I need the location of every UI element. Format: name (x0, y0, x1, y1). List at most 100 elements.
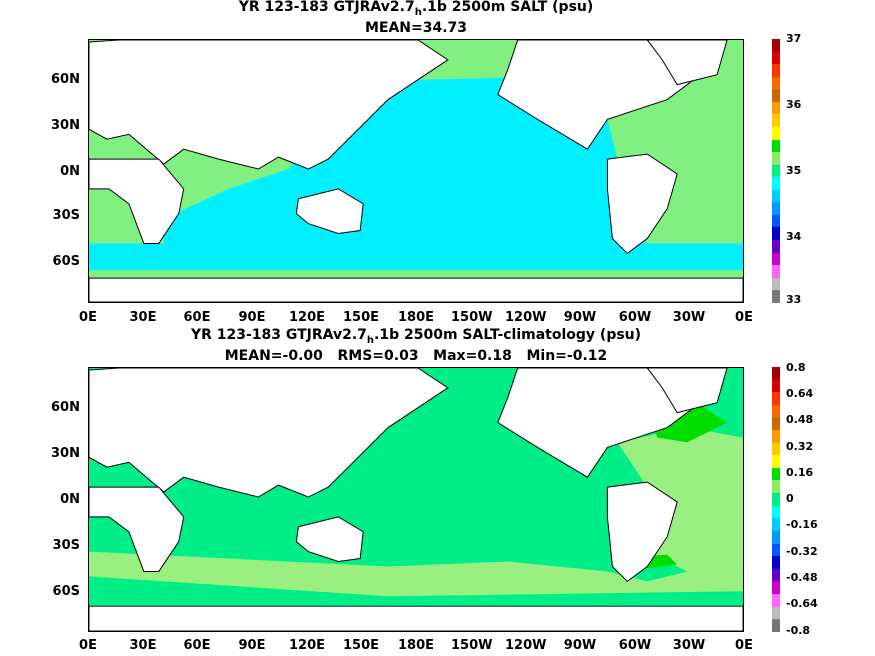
colorbar-swatch (772, 367, 780, 380)
top-land (89, 40, 743, 302)
top-lat-label: 30N (51, 118, 80, 133)
bottom-lon-label: 120W (505, 638, 547, 653)
colorbar-swatch (772, 379, 780, 393)
bottom-colorbar-label: 0.64 (786, 387, 814, 400)
top-lat-label: 60N (51, 72, 80, 87)
top-lon-label: 30W (672, 310, 706, 325)
top-colorbar-label: 34 (786, 230, 802, 243)
bottom-colorbar-label: 0.8 (786, 361, 806, 374)
top-title: YR 123-183 GTJRAv2.7h.1b 2500m SALT (psu… (88, 0, 744, 22)
colorbar-swatch (772, 202, 780, 215)
colorbar-swatch (772, 480, 780, 494)
bottom-africa (89, 486, 185, 572)
bottom-atlantic-anomaly (617, 427, 743, 577)
bottom-title-main: YR 123-183 GTJRAv2.7 (190, 327, 367, 343)
colorbar-swatch (772, 530, 780, 544)
colorbar-swatch (772, 493, 780, 506)
colorbar-swatch (772, 606, 780, 620)
bottom-colorbar-label: 0.16 (786, 466, 814, 479)
bottom-title-subscript: h (366, 334, 375, 346)
bottom-colorbar-label: 0.32 (786, 440, 814, 453)
bottom-lon-label: 90E (238, 638, 266, 653)
colorbar-swatch (772, 404, 780, 418)
top-stats: MEAN=34.73 (364, 20, 468, 36)
colorbar-swatch (772, 568, 780, 582)
top-lon-label: 60W (618, 310, 652, 325)
bottom-lon-label: 0E (79, 638, 97, 653)
top-lon-label: 150E (342, 310, 380, 325)
bottom-greenland (646, 368, 728, 414)
top-lon-label: 120W (505, 310, 547, 325)
bottom-antarctica (89, 605, 743, 631)
bottom-lon-label: 30E (129, 638, 157, 653)
colorbar-swatch (772, 619, 780, 632)
bottom-lon-label: 150E (342, 638, 380, 653)
bottom-lon-label: 0E (735, 638, 753, 653)
top-south-america (606, 153, 678, 255)
top-lon-label: 90E (238, 310, 266, 325)
colorbar-swatch (772, 543, 780, 557)
colorbar-swatch (772, 214, 780, 228)
colorbar-swatch (772, 39, 780, 52)
colorbar-swatch (772, 76, 780, 90)
bottom-lon-label: 60E (183, 638, 211, 653)
colorbar-swatch (772, 467, 780, 481)
top-colorbar-label: 33 (786, 293, 802, 306)
colorbar-swatch (772, 417, 780, 431)
colorbar-swatch (772, 455, 780, 468)
bottom-colorbar-label: -0.16 (786, 518, 818, 531)
top-title-rest: .1b 2500m SALT (psu) (421, 0, 594, 15)
colorbar-swatch (772, 189, 780, 203)
bottom-colorbar-label: -0.48 (786, 571, 818, 584)
bottom-lon-label: 60W (618, 638, 652, 653)
colorbar-swatch (772, 442, 780, 456)
colorbar-swatch (772, 290, 780, 303)
top-lon-label: 180E (397, 310, 435, 325)
top-lon-label: 120E (288, 310, 326, 325)
bottom-colorbar-label: -0.64 (786, 597, 818, 610)
colorbar-swatch (772, 64, 780, 77)
colorbar-swatch (772, 581, 780, 594)
colorbar-swatch (772, 556, 780, 569)
bottom-colorbar-label: -0.8 (786, 624, 811, 637)
colorbar-swatch (772, 177, 780, 190)
bottom-stats: MEAN=-0.00 RMS=0.03 Max=0.18 Min=-0.12 (224, 348, 608, 364)
bottom-colorbar-label: 0 (786, 492, 794, 505)
colorbar-swatch (772, 139, 780, 153)
colorbar-swatch (772, 227, 780, 240)
top-antarctica (89, 277, 743, 302)
bottom-map-canvas (89, 368, 743, 631)
colorbar-swatch (772, 518, 780, 531)
bottom-lat-label: 30S (52, 538, 80, 553)
bottom-southern-anomaly (89, 551, 743, 597)
bottom-lat-label: 0N (60, 492, 80, 507)
top-title-subscript: h (414, 6, 422, 18)
colorbar-swatch (772, 392, 780, 405)
bottom-title: YR 123-183 GTJRAv2.7h.1b 2500m SALT-clim… (88, 326, 744, 350)
bottom-australia (295, 516, 364, 563)
top-colorbar (772, 39, 780, 303)
top-lon-label: 150W (451, 310, 493, 325)
top-lat-label: 0N (60, 164, 80, 179)
top-australia (295, 188, 364, 235)
colorbar-swatch (772, 593, 780, 607)
colorbar-swatch (772, 277, 780, 291)
bottom-lat-label: 30N (51, 446, 80, 461)
bottom-lon-label: 30W (672, 638, 706, 653)
colorbar-swatch (772, 51, 780, 65)
bottom-title-rest: .1b 2500m SALT-climatology (psu) (374, 327, 642, 343)
colorbar-swatch (772, 252, 780, 266)
colorbar-swatch (772, 240, 780, 253)
bottom-lon-label: 180E (397, 638, 435, 653)
top-map (88, 39, 744, 303)
top-colorbar-label: 37 (786, 32, 802, 45)
colorbar-swatch (772, 152, 780, 165)
top-eurasia (89, 40, 449, 170)
top-africa (89, 158, 185, 244)
colorbar-swatch (772, 164, 780, 178)
colorbar-swatch (772, 126, 780, 140)
top-greenland (646, 40, 728, 86)
bottom-lat-label: 60N (51, 400, 80, 415)
colorbar-swatch (772, 505, 780, 519)
bottom-lat-label: 60S (52, 584, 80, 599)
